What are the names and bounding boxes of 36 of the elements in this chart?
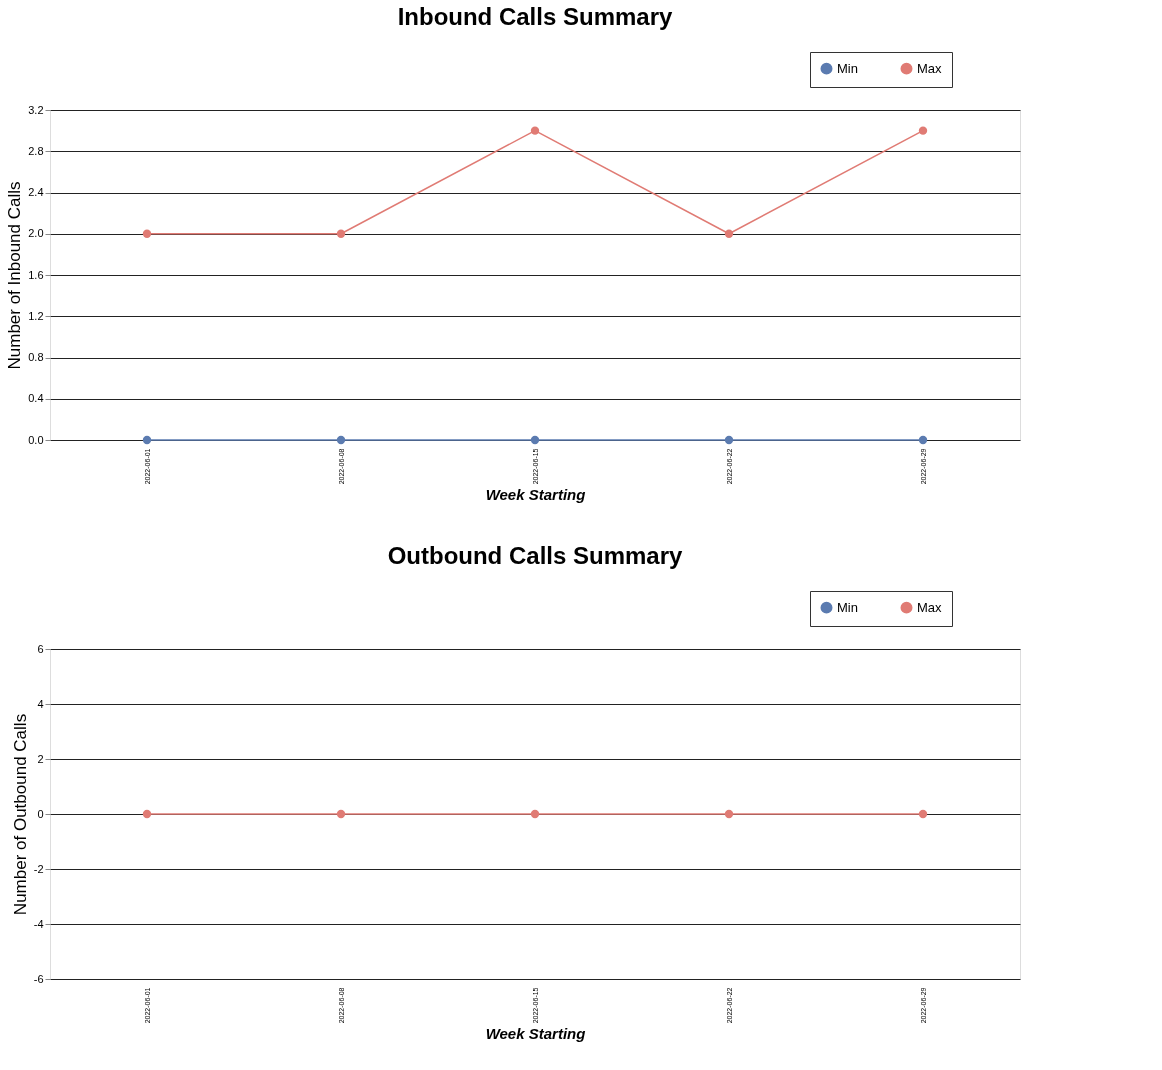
legend-label: Min: [837, 60, 858, 76]
y-tick-label: 2: [37, 752, 44, 765]
x-axis-title: Week Starting: [485, 1025, 586, 1043]
y-tick-label: 4: [37, 697, 44, 710]
point: [530, 435, 540, 445]
point: [918, 435, 928, 445]
y-tick-label: 0.0: [28, 433, 44, 446]
legend-label: Max: [917, 60, 943, 76]
chart-title: Inbound Calls Summary: [397, 2, 673, 30]
y-tick-label: -2: [33, 862, 44, 875]
y-tick-label: 0.8: [28, 351, 44, 363]
point: [724, 229, 734, 238]
y-tick-label: 6: [37, 642, 44, 655]
y-tick-label: 2.8: [28, 144, 44, 157]
legend-label: Min: [837, 599, 858, 615]
point: [336, 229, 346, 238]
chart-title: Outbound Calls Summary: [387, 541, 683, 569]
y-tick-label: 2.0: [28, 227, 44, 240]
point: [918, 126, 928, 135]
y-tick-label: 2.4: [28, 186, 44, 198]
point: [142, 435, 152, 445]
point: [336, 435, 346, 445]
y-tick-label: 1.6: [28, 268, 44, 281]
y-tick-label: 0.4: [28, 392, 44, 405]
y-tick-label: 3.2: [28, 103, 44, 116]
y-axis-title: Number of Inbound Calls: [5, 181, 25, 370]
y-tick-label: -4: [33, 917, 44, 930]
y-tick-label: 1.2: [28, 309, 44, 322]
point: [530, 126, 540, 135]
legend-label: Max: [917, 599, 943, 615]
y-tick-label: 0: [37, 807, 44, 820]
point: [142, 229, 152, 238]
x-axis-title: Week Starting: [485, 486, 586, 504]
y-axis-title: Number of Outbound Calls: [10, 713, 30, 916]
y-tick-label: -6: [33, 972, 44, 985]
point: [724, 435, 734, 445]
